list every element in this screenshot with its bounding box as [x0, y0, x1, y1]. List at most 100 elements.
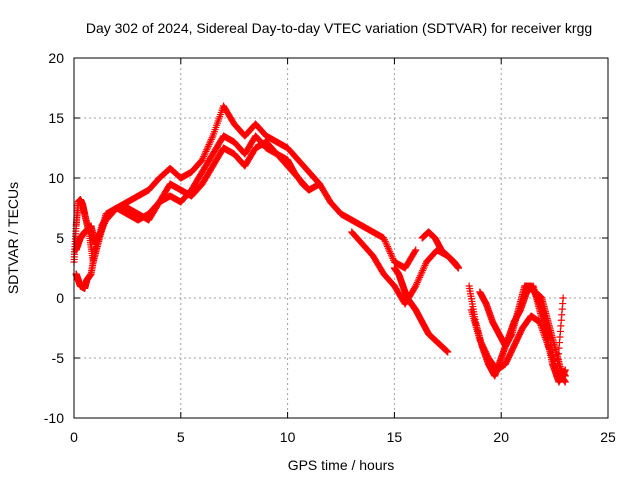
data-point: [95, 231, 103, 239]
data-point: [383, 241, 391, 249]
data-point: [200, 151, 208, 159]
data-point: [388, 253, 396, 261]
data-point: [198, 156, 206, 164]
data-point: [384, 243, 392, 251]
y-tick-label: 5: [56, 230, 64, 246]
data-point: [91, 240, 99, 248]
data-point: [100, 221, 108, 229]
data-point: [536, 318, 544, 326]
y-tick-label: -10: [44, 410, 64, 426]
tick-labels: 0 5 10 15 20 25 -10 -5 0 5 10 15 20: [44, 50, 616, 445]
data-point: [202, 147, 210, 155]
data-point: [419, 265, 427, 273]
y-tick-label: 15: [48, 110, 64, 126]
data-point: [536, 320, 544, 328]
y-tick-label: -5: [52, 350, 65, 366]
data-point: [381, 237, 389, 245]
y-tick-label: 20: [48, 50, 64, 66]
data-point: [539, 328, 547, 336]
data-point: [415, 275, 423, 283]
data-point: [420, 263, 428, 271]
data-point: [417, 270, 425, 278]
data-point: [537, 321, 545, 329]
data-point: [416, 273, 424, 281]
data-point: [208, 134, 216, 142]
x-tick-label: 15: [387, 429, 403, 445]
data-point: [386, 248, 394, 256]
y-tick-label: 10: [48, 170, 64, 186]
data-point: [93, 237, 101, 245]
x-tick-label: 25: [600, 429, 616, 445]
data-point: [542, 337, 550, 345]
data-point: [413, 279, 421, 287]
data-points: [70, 102, 569, 386]
data-point: [387, 249, 395, 257]
data-point: [541, 333, 549, 341]
data-point: [203, 146, 211, 154]
data-point: [101, 219, 109, 227]
data-point: [204, 142, 212, 150]
data-point: [389, 255, 397, 263]
data-point: [207, 135, 215, 143]
series-track-8: [467, 306, 569, 386]
data-point: [200, 153, 208, 161]
data-point: [542, 335, 550, 343]
data-point: [206, 139, 214, 147]
x-tick-label: 5: [177, 429, 185, 445]
data-point: [99, 223, 107, 231]
series-track-3: [72, 138, 313, 254]
chart-title: Day 302 of 2024, Sidereal Day-to-day VTE…: [86, 20, 592, 36]
data-point: [205, 141, 213, 149]
data-point: [454, 264, 462, 272]
series-track-5: [390, 264, 452, 356]
data-point: [544, 340, 552, 348]
grid-lines: [74, 58, 608, 418]
data-point: [94, 235, 102, 243]
data-point: [382, 239, 390, 247]
data-point: [201, 149, 209, 157]
data-point: [411, 247, 419, 255]
x-axis-label: GPS time / hours: [288, 457, 395, 473]
y-tick-label: 0: [56, 290, 64, 306]
data-point: [96, 230, 104, 238]
data-point: [561, 372, 569, 380]
data-point: [421, 261, 429, 269]
data-point: [92, 238, 100, 246]
data-point: [380, 236, 388, 244]
data-point: [537, 323, 545, 331]
data-point: [540, 330, 548, 338]
plot-frame: [73, 57, 609, 419]
data-point: [387, 251, 395, 259]
data-point: [97, 228, 105, 236]
data-point: [541, 332, 549, 340]
x-tick-label: 20: [493, 429, 509, 445]
data-point: [98, 225, 106, 233]
data-point: [316, 180, 324, 188]
data-point: [94, 233, 102, 241]
data-point: [416, 272, 424, 280]
data-point: [97, 226, 105, 234]
data-point: [539, 327, 547, 335]
y-axis-label: SDTVAR / TECUs: [5, 182, 21, 294]
data-point: [414, 277, 422, 285]
data-point: [411, 283, 419, 291]
data-point: [305, 186, 313, 194]
data-point: [412, 246, 420, 254]
data-point: [380, 234, 388, 242]
data-point: [561, 378, 569, 386]
data-point: [538, 325, 546, 333]
series-track-10: [531, 288, 569, 380]
data-point: [444, 348, 452, 356]
data-point: [418, 268, 426, 276]
data-point: [303, 184, 311, 192]
data-point: [207, 137, 215, 145]
data-point: [199, 154, 207, 162]
data-point: [204, 144, 211, 152]
data-point: [304, 185, 312, 193]
data-point: [384, 244, 392, 252]
data-point: [413, 280, 421, 288]
data-point: [419, 267, 427, 275]
data-point: [559, 294, 567, 302]
series-track-6: [418, 228, 462, 272]
